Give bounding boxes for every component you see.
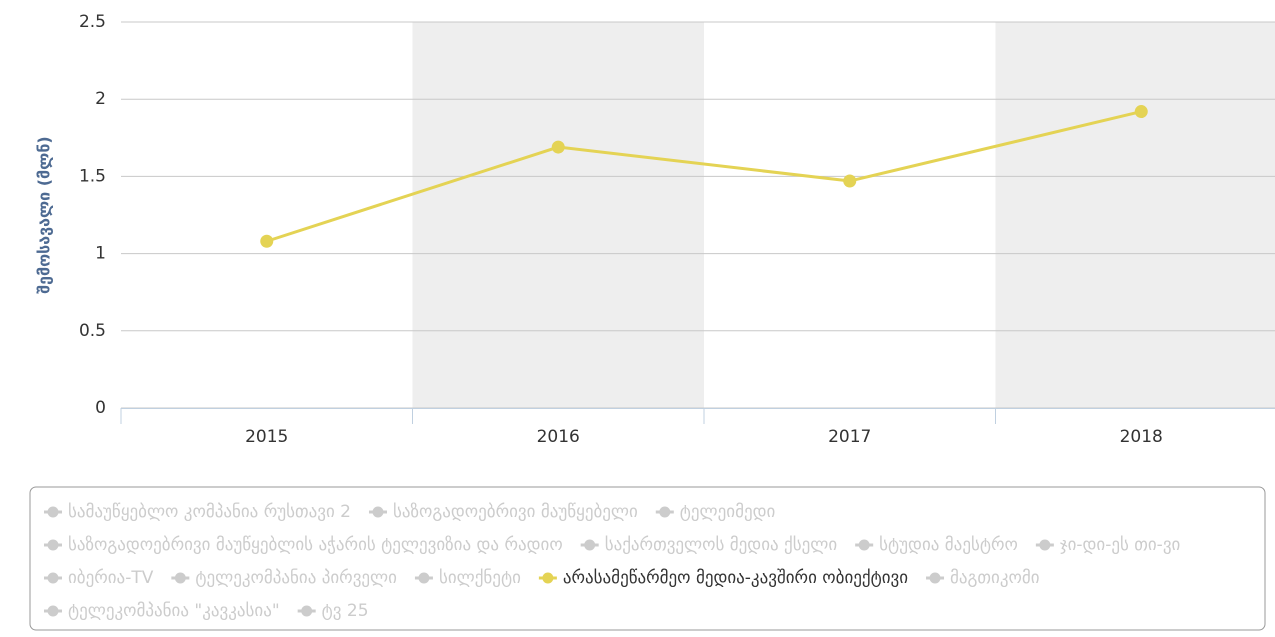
legend-label: საქართველოს მედია ქსელი xyxy=(605,535,837,555)
legend-item[interactable]: არასამეწარმეო მედია-კავშირი ობიექტივი xyxy=(538,568,908,588)
legend-item[interactable]: სამაუწყებლო კომპანია რუსთავი 2 xyxy=(44,502,351,522)
legend-symbol xyxy=(929,572,941,584)
legend-label: საზოგადოებრივი მაუწყებელი xyxy=(393,502,638,522)
series-line xyxy=(266,110,1142,243)
legend-item[interactable]: ჯი-დი-ეს თი-ვი xyxy=(1035,535,1180,555)
x-tick-label: 2016 xyxy=(537,427,580,447)
point xyxy=(260,234,274,248)
y-tick-label: 0.5 xyxy=(79,321,106,341)
legend-item[interactable]: ტელეკომპანია პირველი xyxy=(171,568,397,588)
legend-symbol xyxy=(542,572,554,584)
legend-label: ტვ 25 xyxy=(322,601,369,621)
legend-symbol xyxy=(47,506,59,518)
legend-item[interactable]: საზოგადოებრივი მაუწყებლის აჭარის ტელევიზ… xyxy=(44,535,563,555)
legend-label: იბერია-TV xyxy=(68,568,154,588)
legend-symbol xyxy=(584,539,596,551)
legend-label: არასამეწარმეო მედია-კავშირი ობიექტივი xyxy=(563,568,908,588)
legend-symbol xyxy=(174,572,186,584)
legend-label: მაგთიკომი xyxy=(950,568,1040,588)
legend-symbol xyxy=(372,506,384,518)
y-tick-label: 0 xyxy=(95,398,106,418)
y-axis-title: შემოსავალი (მლნ) xyxy=(35,136,54,293)
legend-item[interactable]: იბერია-TV xyxy=(44,568,154,588)
legend-item[interactable]: საქართველოს მედია ქსელი xyxy=(580,535,837,555)
legend-symbol xyxy=(47,539,59,551)
point xyxy=(1134,105,1148,119)
legend-item[interactable]: საზოგადოებრივი მაუწყებელი xyxy=(368,502,638,522)
legend-symbol xyxy=(1039,539,1051,551)
legend-symbol xyxy=(47,605,59,617)
legend-item[interactable]: ტელეიმედი xyxy=(655,502,776,522)
x-tick-label: 2018 xyxy=(1120,427,1163,447)
legend-item[interactable]: სილქნეტი xyxy=(414,568,521,588)
y-tick-label: 1 xyxy=(95,244,106,264)
legend-box xyxy=(29,486,1266,631)
legend-symbol xyxy=(47,572,59,584)
legend-label: სტუდია მაესტრო xyxy=(879,535,1018,555)
y-tick-label: 1.5 xyxy=(79,166,106,186)
plot-band xyxy=(995,22,1275,408)
legend-label: ტელეკომპანია "კავკასია" xyxy=(68,601,280,621)
point xyxy=(843,174,857,188)
y-tick-label: 2 xyxy=(95,89,106,109)
legend-label: სილქნეტი xyxy=(439,568,521,588)
legend-item[interactable]: მაგთიკომი xyxy=(926,568,1040,588)
legend-symbol xyxy=(418,572,430,584)
legend-label: ტელეკომპანია პირველი xyxy=(195,568,397,588)
x-tick-label: 2017 xyxy=(828,427,871,447)
point xyxy=(551,140,565,154)
legend-label: ტელეიმედი xyxy=(680,502,776,522)
legend-item[interactable]: სტუდია მაესტრო xyxy=(855,535,1018,555)
legend-symbol xyxy=(659,506,671,518)
y-tick-label: 2.5 xyxy=(79,12,106,32)
legend-symbol xyxy=(301,605,313,617)
legend-symbol xyxy=(858,539,870,551)
x-tick-label: 2015 xyxy=(245,427,288,447)
legend-label: სამაუწყებლო კომპანია რუსთავი 2 xyxy=(68,502,351,522)
legend-item[interactable]: ტელეკომპანია "კავკასია" xyxy=(44,601,280,621)
legend-label: ჯი-დი-ეს თი-ვი xyxy=(1060,535,1180,555)
legend-item[interactable]: ტვ 25 xyxy=(297,601,369,621)
legend-label: საზოგადოებრივი მაუწყებლის აჭარის ტელევიზ… xyxy=(68,535,563,555)
plot-band xyxy=(412,22,704,408)
